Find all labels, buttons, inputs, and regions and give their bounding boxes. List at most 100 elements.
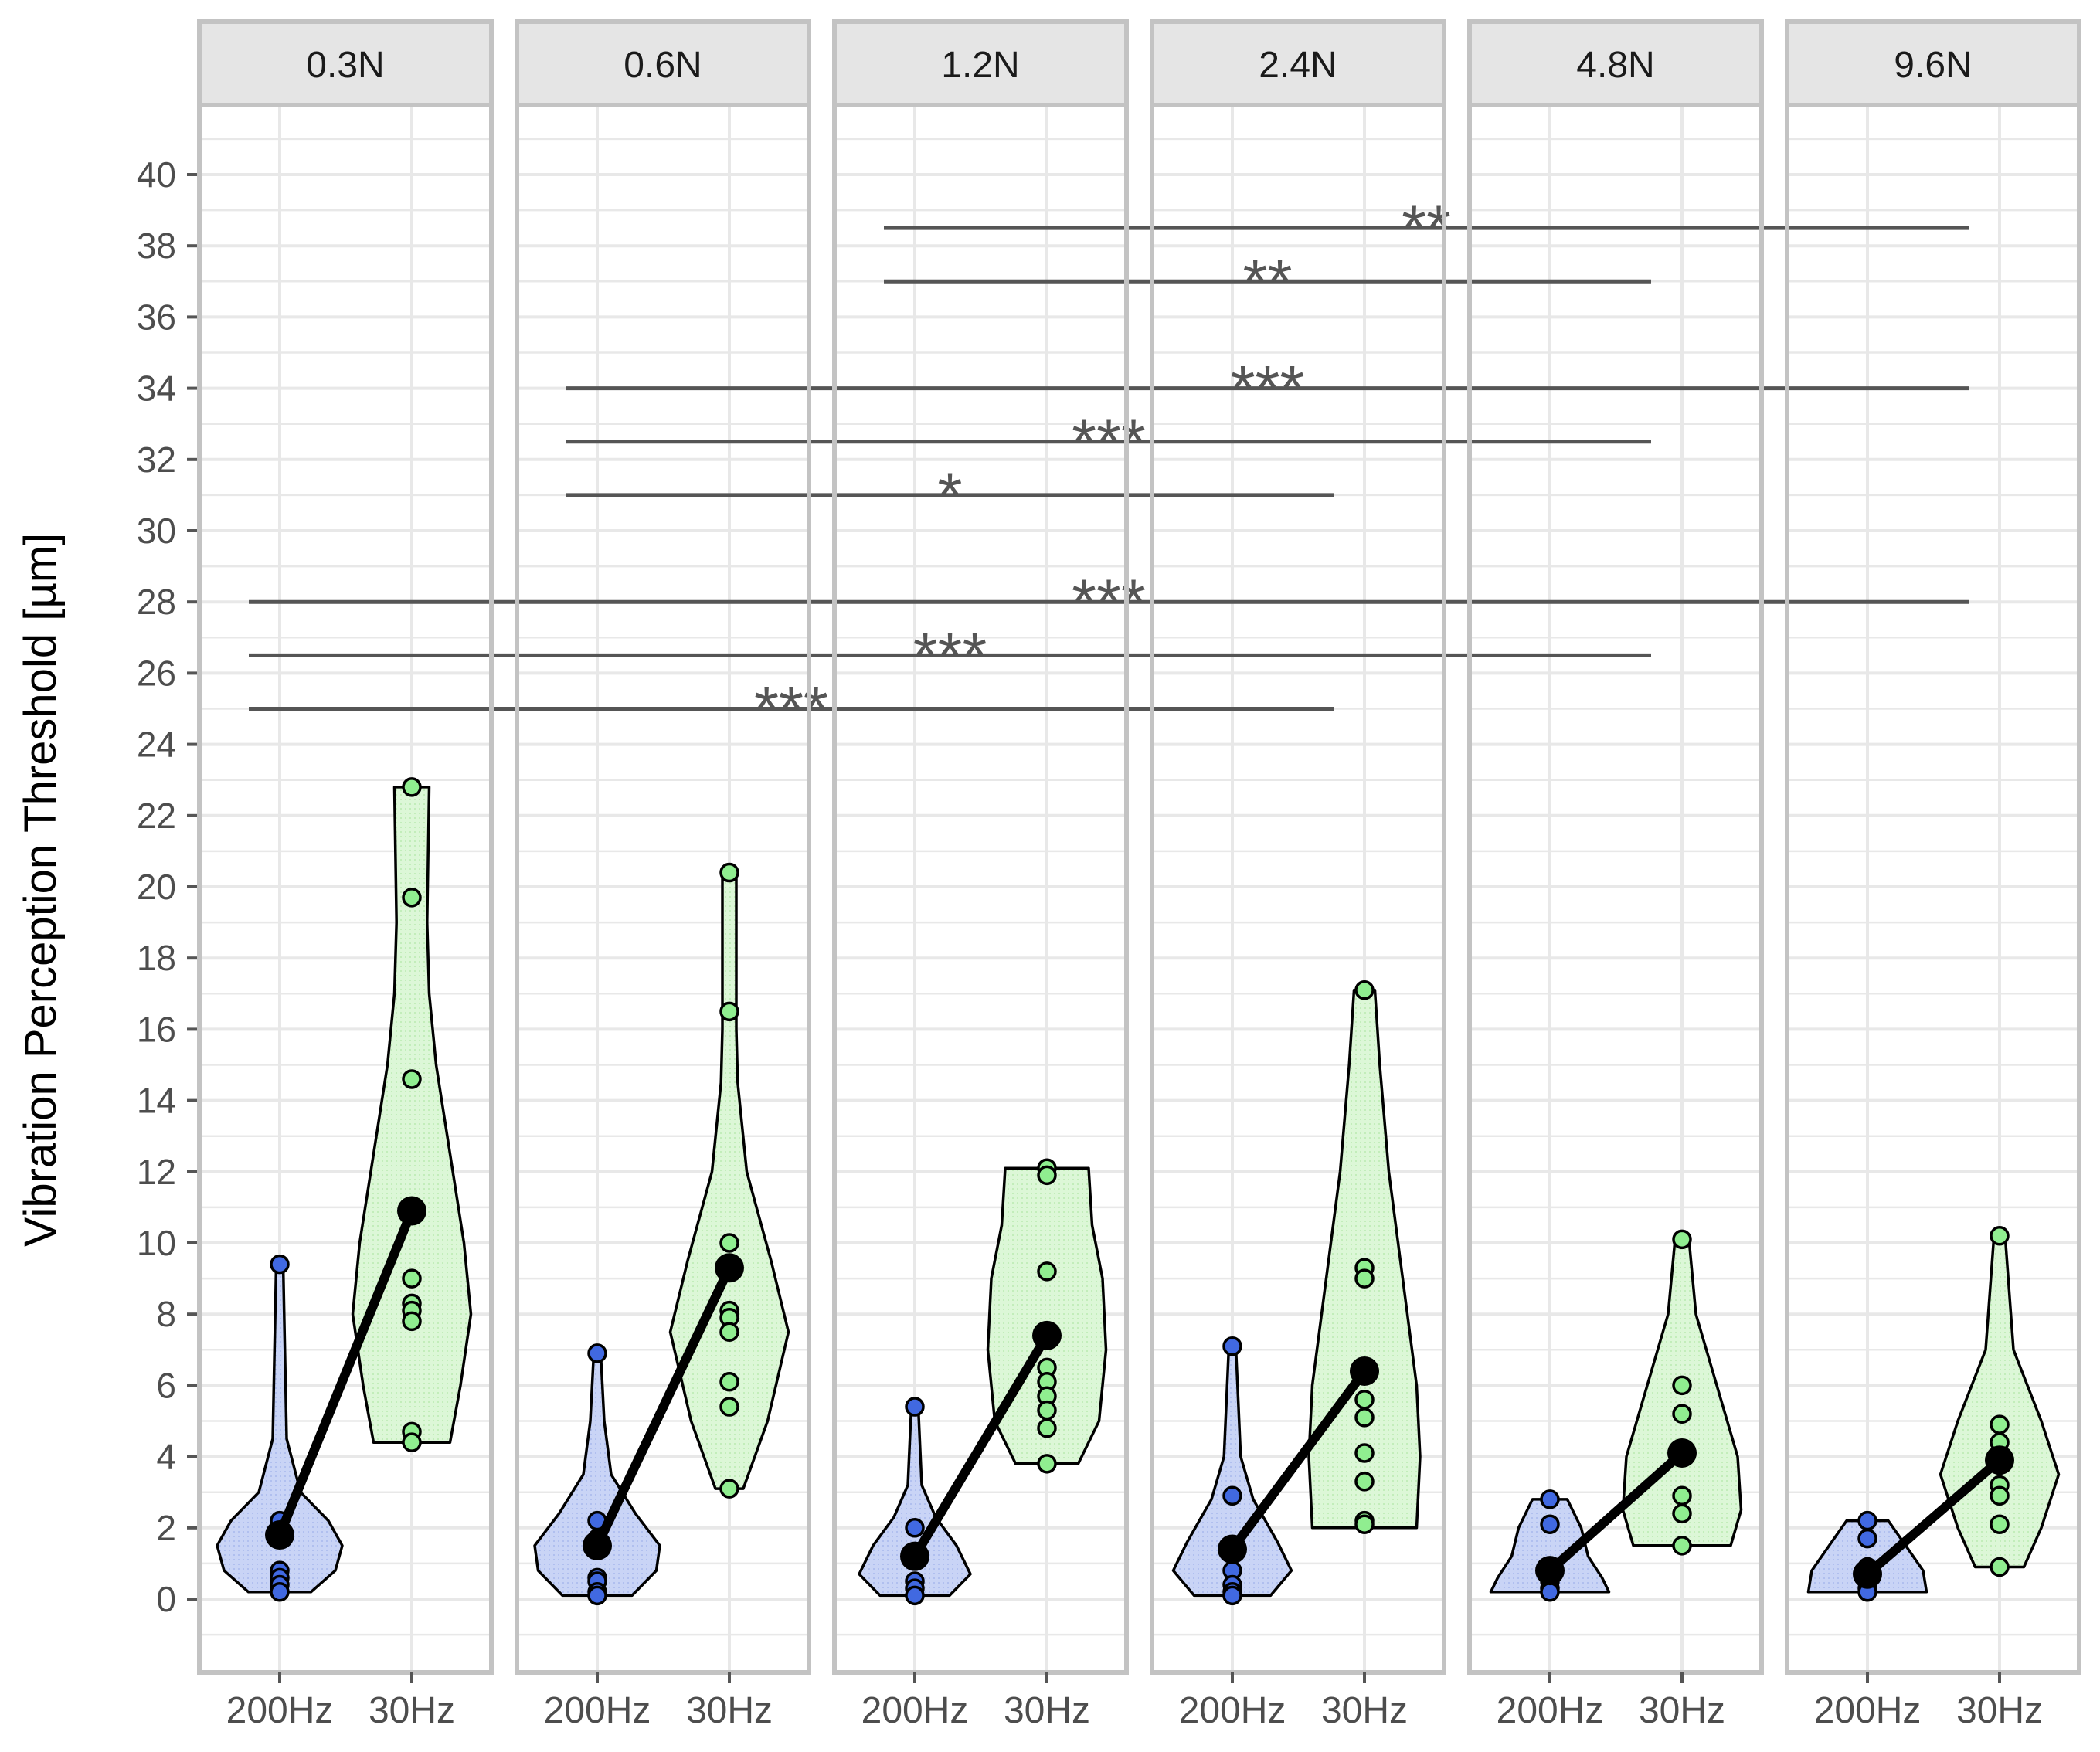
y-axis-title: Vibration Perception Threshold [µm] xyxy=(15,533,66,1247)
data-point xyxy=(1857,1510,1877,1531)
mean-point xyxy=(715,1253,744,1283)
mean-point xyxy=(1350,1356,1379,1386)
facet-strip xyxy=(1785,19,2081,107)
data-point xyxy=(1672,1404,1692,1424)
facet-strip xyxy=(832,19,1129,107)
y-tick-label: 30 xyxy=(137,511,176,551)
y-tick-label: 4 xyxy=(156,1437,176,1477)
data-point xyxy=(1857,1528,1877,1549)
grid-layer xyxy=(199,105,2079,1672)
mean-line xyxy=(1545,1448,1687,1576)
mean-line xyxy=(1228,1366,1369,1554)
mean-point xyxy=(1032,1320,1062,1350)
data-point xyxy=(1037,1261,1057,1282)
data-point xyxy=(905,1518,925,1538)
y-tick-label: 16 xyxy=(137,1009,176,1049)
mean-point xyxy=(1535,1556,1565,1586)
x-tick-label: 200Hz xyxy=(861,1690,969,1731)
y-tick-label: 2 xyxy=(156,1508,176,1548)
panel-border xyxy=(197,103,494,1675)
x-tick-label: 30Hz xyxy=(1004,1690,1090,1731)
data-point xyxy=(719,1001,739,1022)
data-point xyxy=(402,1069,422,1089)
mean-point xyxy=(1667,1438,1697,1468)
panel-frames: 0.3N 200Hz 30Hz 0.6N 200Hz 30Hz 1.2N 200Hz 30Hz 2… xyxy=(197,19,2081,1731)
y-tick-label: 36 xyxy=(137,297,176,337)
mean-point xyxy=(1853,1559,1882,1589)
panel-border xyxy=(1785,103,2081,1675)
mean-point xyxy=(1218,1534,1247,1564)
violin-30Hz xyxy=(668,871,790,1490)
x-tick-label: 200Hz xyxy=(1814,1690,1922,1731)
data-point xyxy=(719,862,739,883)
y-tick-label: 38 xyxy=(137,226,176,266)
x-tick-label: 200Hz xyxy=(226,1690,334,1731)
data-point xyxy=(1037,1418,1057,1438)
data-point xyxy=(1540,1514,1560,1534)
data-point xyxy=(1354,1472,1375,1492)
panel-border xyxy=(1467,103,1764,1675)
data-point xyxy=(1672,1503,1692,1524)
mean-point xyxy=(1985,1445,2014,1475)
data-point xyxy=(1672,1375,1692,1396)
panel-border xyxy=(515,103,811,1675)
y-tick-label: 26 xyxy=(137,653,176,693)
data-point xyxy=(1672,1536,1692,1556)
significance-label: *** xyxy=(1072,567,1146,637)
data-point xyxy=(402,1268,422,1289)
data-point xyxy=(1672,1229,1692,1250)
significance-brackets: ******************** xyxy=(249,193,1969,745)
panel-border xyxy=(1150,103,1446,1675)
data-point xyxy=(270,1582,290,1602)
data-point xyxy=(1354,1407,1375,1428)
y-tick-label: 12 xyxy=(137,1152,176,1192)
data-point xyxy=(905,1397,925,1417)
x-tick-label: 200Hz xyxy=(1179,1690,1286,1731)
data-point xyxy=(1222,1585,1242,1606)
significance-label: *** xyxy=(754,674,828,745)
y-tick-label: 24 xyxy=(137,725,176,765)
data-point xyxy=(1990,1485,2010,1506)
facet-label: 1.2N xyxy=(941,45,1019,86)
data-point xyxy=(1540,1582,1560,1602)
data-point xyxy=(402,888,422,908)
facet-label: 0.6N xyxy=(624,45,702,86)
means-layer xyxy=(265,1196,2014,1589)
x-tick-label: 30Hz xyxy=(1639,1690,1725,1731)
data-point xyxy=(719,1322,739,1342)
data-point xyxy=(1354,1514,1375,1534)
y-tick-label: 40 xyxy=(137,154,176,195)
x-tick-label: 200Hz xyxy=(544,1690,651,1731)
data-point xyxy=(1222,1485,1242,1506)
facet-strip xyxy=(1467,19,1764,107)
facet-label: 2.4N xyxy=(1259,45,1337,86)
data-point xyxy=(1037,1165,1057,1186)
y-tick-label: 22 xyxy=(137,796,176,836)
y-tick-label: 18 xyxy=(137,938,176,978)
mean-point xyxy=(265,1520,294,1550)
y-tick-label: 32 xyxy=(137,440,176,480)
x-tick-label: 200Hz xyxy=(1497,1690,1604,1731)
data-point xyxy=(719,1233,739,1253)
y-tick-label: 14 xyxy=(137,1081,176,1121)
y-tick-label: 28 xyxy=(137,582,176,622)
mean-line xyxy=(593,1263,734,1550)
data-point xyxy=(1037,1454,1057,1474)
significance-label: *** xyxy=(1231,354,1305,424)
data-point xyxy=(1354,980,1375,1000)
data-point xyxy=(402,777,422,797)
data-point xyxy=(402,1432,422,1452)
mean-line xyxy=(275,1206,416,1540)
data-point xyxy=(402,1311,422,1332)
data-point xyxy=(587,1343,607,1363)
data-point xyxy=(1222,1336,1242,1356)
x-tick-label: 30Hz xyxy=(686,1690,773,1731)
data-point xyxy=(1990,1414,2010,1435)
data-point xyxy=(1354,1390,1375,1410)
y-tick-label: 34 xyxy=(137,368,176,409)
violin-200Hz xyxy=(1806,1519,1928,1594)
data-point xyxy=(1354,1268,1375,1289)
mean-line xyxy=(1863,1455,2004,1579)
